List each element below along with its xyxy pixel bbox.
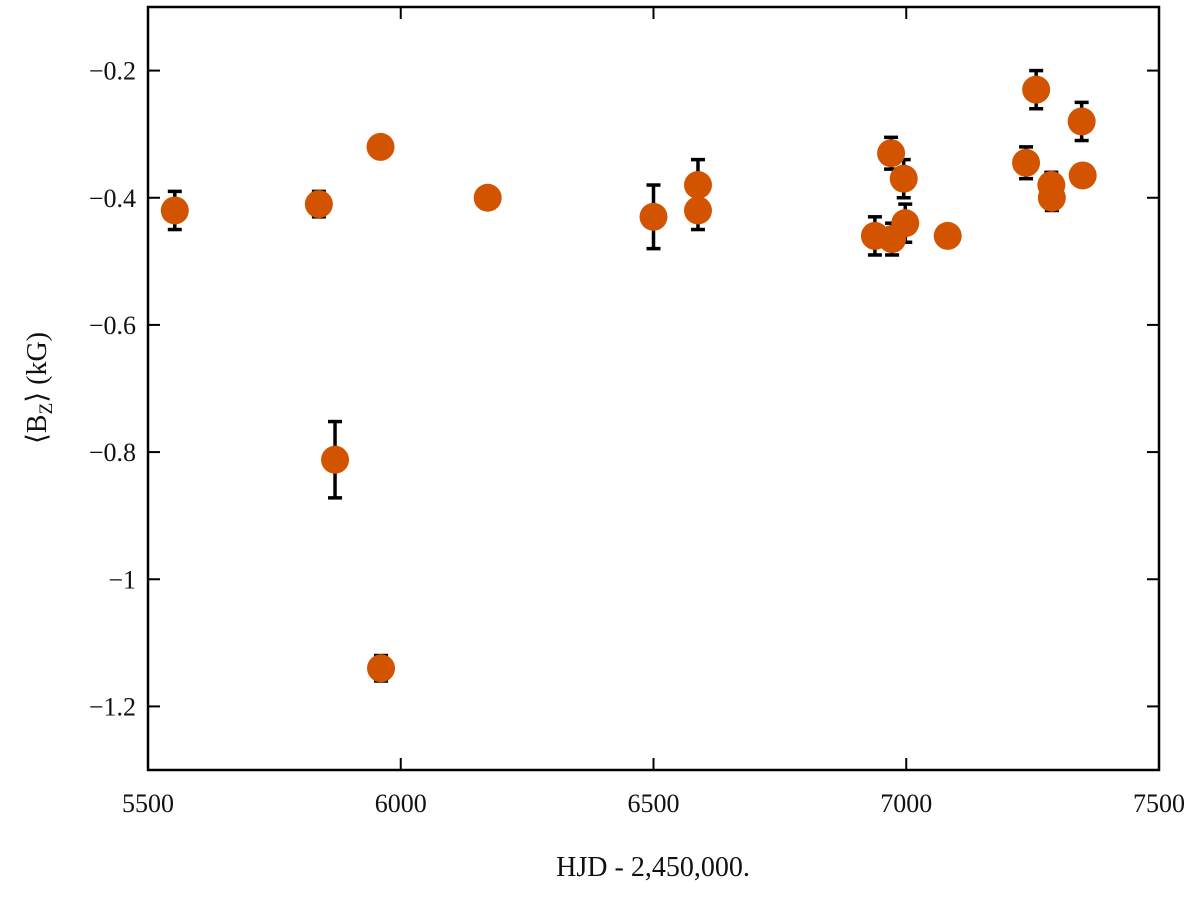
- data-point: [1068, 161, 1097, 190]
- data-point: [1037, 183, 1066, 212]
- data-point: [321, 445, 350, 474]
- data-point: [304, 190, 333, 219]
- y-tick-label: −0.4: [89, 184, 136, 213]
- y-tick-label: −1.2: [89, 692, 136, 721]
- data-markers: [160, 75, 1097, 683]
- data-point: [367, 654, 396, 683]
- x-tick-label: 7500: [1133, 789, 1185, 818]
- y-tick-label: −0.2: [89, 57, 136, 86]
- data-point: [639, 202, 668, 231]
- data-point: [683, 196, 712, 225]
- x-axis-title: HJD - 2,450,000.: [556, 852, 750, 883]
- axis-ticks: [147, 7, 1160, 770]
- data-point: [933, 221, 962, 250]
- data-point: [891, 209, 920, 238]
- axis-tick-labels: 5500 6000 6500 7000 7500 −0.2 −0.4 −0.6 −0.8 −1 −1…: [89, 57, 1185, 818]
- y-tick-label: −0.6: [89, 311, 136, 340]
- data-point: [889, 164, 918, 193]
- data-point: [877, 139, 906, 168]
- data-point: [683, 171, 712, 200]
- data-point: [1067, 107, 1096, 136]
- plot-frame: [146, 5, 1161, 772]
- data-point: [1012, 148, 1041, 177]
- x-tick-label: 6000: [375, 789, 427, 818]
- y-tick-label: −0.8: [89, 438, 136, 467]
- error-bars: [167, 68, 1089, 683]
- y-axis-title-subscript: Z: [36, 403, 57, 415]
- data-point: [1022, 75, 1051, 104]
- data-point: [473, 183, 502, 212]
- y-axis-title-main: ⟨B: [22, 414, 53, 444]
- x-tick-label: 6500: [628, 789, 680, 818]
- y-axis-title: ⟨BZ⟩ (kG): [22, 332, 57, 444]
- data-point: [366, 132, 395, 161]
- y-tick-label: −1: [108, 565, 136, 594]
- y-axis-title-rest: ⟩ (kG): [22, 332, 53, 403]
- data-point: [160, 196, 189, 225]
- x-tick-label: 7000: [880, 789, 932, 818]
- x-tick-label: 5500: [122, 789, 174, 818]
